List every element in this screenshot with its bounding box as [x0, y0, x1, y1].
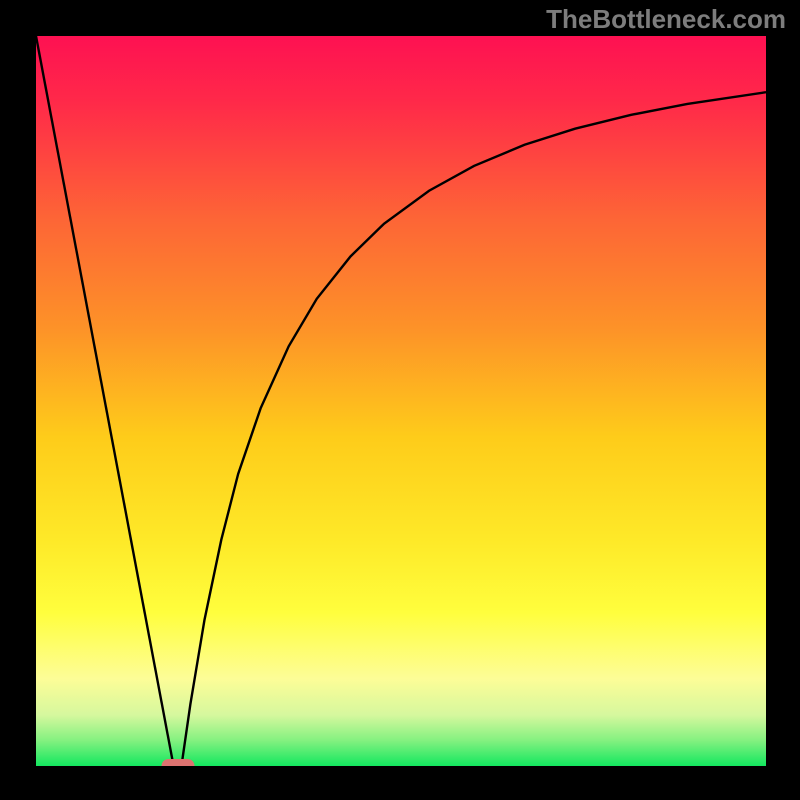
curve-svg — [36, 36, 766, 766]
chart-container: TheBottleneck.com — [0, 0, 800, 800]
curve-right-branch — [181, 92, 766, 766]
watermark-text: TheBottleneck.com — [546, 4, 786, 35]
curve-left-branch — [36, 36, 174, 766]
minimum-marker — [161, 759, 194, 766]
plot-area — [36, 36, 766, 766]
